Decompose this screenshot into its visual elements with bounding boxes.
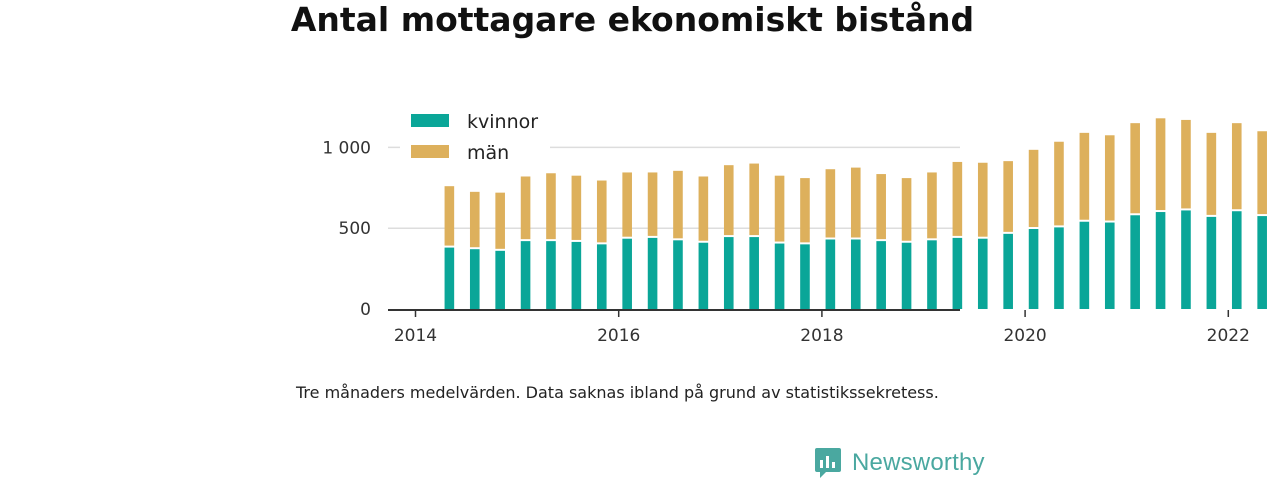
- legend-label-man: män: [467, 142, 509, 164]
- chart-caption: Tre månaders medelvärden. Data saknas ib…: [296, 383, 939, 402]
- y-tick-label: 500: [339, 219, 371, 239]
- bar-kvinnor: [977, 238, 988, 309]
- bar-kvinnor: [495, 250, 505, 309]
- bar-man: [749, 163, 759, 236]
- bar-man: [673, 170, 683, 239]
- chart-logo-icon: [815, 448, 841, 478]
- bar-man: [698, 176, 709, 241]
- x-tick-label: 2014: [394, 326, 437, 346]
- bar-man: [1054, 141, 1064, 226]
- bar-kvinnor: [901, 242, 912, 309]
- bar-man: [647, 172, 658, 236]
- bar-man: [952, 161, 963, 236]
- bar-man: [495, 192, 505, 249]
- bar-kvinnor: [1257, 216, 1267, 309]
- bar-man: [1028, 149, 1039, 228]
- legend: kvinnor män: [400, 103, 550, 169]
- bar-man: [927, 172, 937, 239]
- bar-kvinnor: [825, 239, 836, 309]
- bar-man: [1130, 123, 1140, 214]
- bar-kvinnor: [673, 240, 683, 309]
- bar-man: [825, 169, 836, 238]
- bar-kvinnor: [596, 244, 607, 309]
- bar-kvinnor: [876, 241, 886, 309]
- bar-man: [876, 174, 886, 240]
- bar-kvinnor: [1206, 216, 1217, 309]
- bar-kvinnor: [1028, 229, 1039, 309]
- bar-kvinnor: [1155, 212, 1166, 309]
- y-tick-label: 1 000: [322, 138, 371, 158]
- bar-man: [1155, 118, 1166, 211]
- bar-kvinnor: [698, 242, 709, 309]
- bar-kvinnor: [927, 240, 937, 309]
- bar-kvinnor: [444, 247, 455, 309]
- bar-man: [596, 180, 607, 243]
- bar-man: [444, 186, 455, 246]
- bar-man: [622, 172, 632, 237]
- bar-kvinnor: [952, 237, 963, 309]
- bar-kvinnor: [546, 241, 556, 309]
- bar-man: [1079, 132, 1090, 220]
- bar-kvinnor: [622, 238, 632, 309]
- bar-man: [1003, 161, 1013, 232]
- newsworthy-logo: Newsworthy: [814, 446, 985, 480]
- bar-man: [1257, 131, 1267, 215]
- legend-label-kvinnor: kvinnor: [467, 111, 538, 133]
- brand-name: Newsworthy: [852, 449, 985, 476]
- bar-kvinnor: [647, 237, 658, 309]
- bar-kvinnor: [1054, 227, 1064, 309]
- x-tick-label: 2016: [597, 326, 640, 346]
- bar-man: [977, 162, 988, 237]
- bar-kvinnor: [800, 244, 810, 309]
- bar-kvinnor: [723, 237, 734, 309]
- bar-kvinnor: [469, 249, 480, 309]
- bar-kvinnor: [1181, 210, 1191, 309]
- bar-man: [800, 178, 810, 243]
- bar-man: [1231, 123, 1242, 210]
- bar-man: [901, 178, 912, 241]
- bar-kvinnor: [571, 241, 582, 309]
- bar-man: [1206, 132, 1217, 215]
- bar-man: [1104, 135, 1115, 221]
- bar-kvinnor: [749, 237, 759, 309]
- x-tick-label: 2022: [1207, 326, 1250, 346]
- bar-man: [774, 175, 785, 242]
- legend-swatch-kvinnor: [411, 114, 449, 127]
- bar-kvinnor: [850, 239, 861, 309]
- bar-man: [850, 167, 861, 238]
- legend-swatch-man: [411, 145, 449, 158]
- bar-kvinnor: [1231, 211, 1242, 309]
- x-tick-label: 2020: [1003, 326, 1046, 346]
- x-ticks: 201420162018202020222024: [394, 310, 1250, 346]
- y-ticks: 0 500 1 000: [322, 138, 371, 320]
- bar-man: [469, 191, 480, 248]
- bar-man: [571, 175, 582, 240]
- bar-kvinnor: [1003, 233, 1013, 309]
- bar-kvinnor: [774, 243, 785, 309]
- bar-kvinnor: [1079, 221, 1090, 309]
- x-tick-label: 2018: [800, 326, 843, 346]
- bar-man: [1181, 119, 1191, 209]
- bar-kvinnor: [520, 241, 531, 309]
- bar-man: [723, 165, 734, 236]
- bar-man: [520, 176, 531, 240]
- bar-man: [546, 173, 556, 240]
- y-tick-label: 0: [360, 300, 371, 320]
- bar-kvinnor: [1130, 215, 1140, 309]
- bar-kvinnor: [1104, 222, 1115, 309]
- bars-group: [444, 118, 1267, 309]
- chart-title: Antal mottagare ekonomiskt bistånd: [290, 0, 975, 39]
